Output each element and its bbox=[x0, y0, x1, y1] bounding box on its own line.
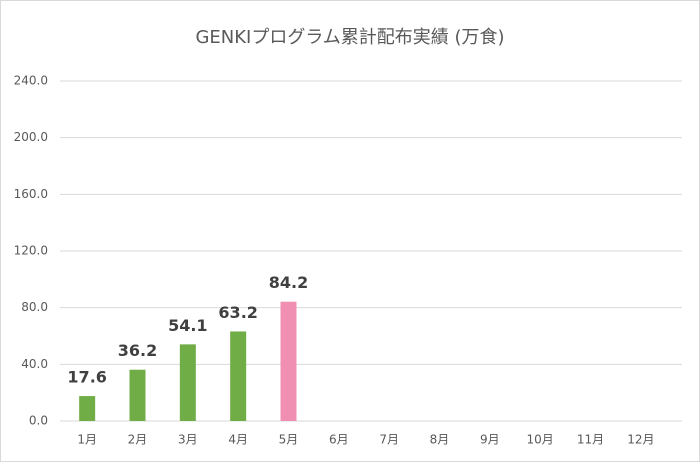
x-tick-label: 12月 bbox=[627, 433, 654, 447]
bar bbox=[230, 331, 247, 421]
x-tick-label: 1月 bbox=[77, 433, 97, 447]
x-tick-label: 10月 bbox=[527, 433, 554, 447]
y-tick-label: 120.0 bbox=[14, 244, 48, 258]
bar bbox=[179, 344, 196, 421]
y-tick-label: 240.0 bbox=[14, 74, 48, 88]
y-tick-label: 160.0 bbox=[14, 187, 48, 201]
data-label: 36.2 bbox=[118, 341, 157, 360]
x-tick-label: 9月 bbox=[480, 433, 500, 447]
y-tick-label: 40.0 bbox=[21, 357, 48, 371]
x-tick-label: 4月 bbox=[228, 433, 248, 447]
x-tick-label: 7月 bbox=[379, 433, 399, 447]
bar bbox=[280, 301, 297, 421]
bar bbox=[79, 396, 96, 421]
x-tick-label: 8月 bbox=[430, 433, 450, 447]
data-label: 54.1 bbox=[168, 316, 207, 335]
bar bbox=[129, 369, 146, 421]
data-label: 63.2 bbox=[218, 303, 257, 322]
y-tick-label: 80.0 bbox=[21, 300, 48, 314]
x-tick-label: 6月 bbox=[329, 433, 349, 447]
data-label: 17.6 bbox=[67, 368, 106, 387]
data-label: 84.2 bbox=[269, 273, 308, 292]
chart-title: GENKIプログラム累計配布実績 (万食) bbox=[195, 27, 504, 48]
y-tick-label: 0.0 bbox=[29, 414, 48, 428]
y-tick-label: 200.0 bbox=[14, 130, 48, 144]
x-tick-label: 3月 bbox=[178, 433, 198, 447]
x-tick-label: 2月 bbox=[128, 433, 148, 447]
x-tick-label: 11月 bbox=[577, 433, 604, 447]
x-tick-label: 5月 bbox=[279, 433, 299, 447]
